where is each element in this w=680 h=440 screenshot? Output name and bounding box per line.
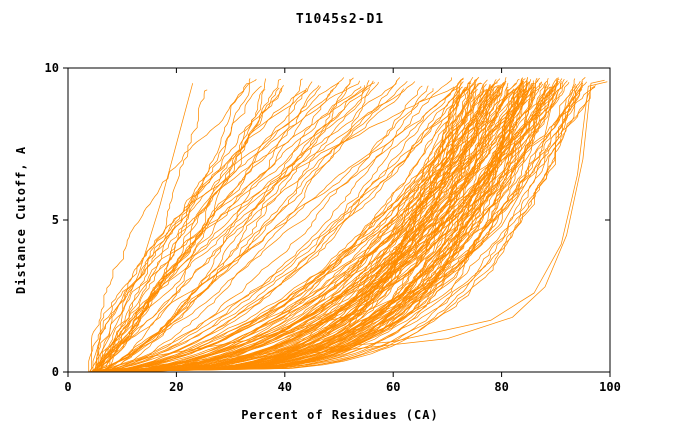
model-curve xyxy=(90,77,538,373)
model-curve xyxy=(99,80,374,373)
model-curve xyxy=(102,88,515,373)
model-curve xyxy=(104,88,334,373)
model-curve-typical-model xyxy=(94,86,557,373)
model-curve xyxy=(88,85,429,373)
model-curve xyxy=(106,89,488,373)
x-tick-label: 40 xyxy=(278,380,292,394)
x-tick-label: 0 xyxy=(64,380,71,394)
model-curve xyxy=(101,85,458,373)
model-curve xyxy=(91,86,592,373)
model-curve xyxy=(89,77,507,373)
y-tick-label: 5 xyxy=(52,213,59,227)
model-curve xyxy=(101,77,452,373)
model-curve xyxy=(102,88,434,373)
model-curve xyxy=(103,81,505,373)
model-curve xyxy=(105,84,501,373)
model-curve xyxy=(91,88,488,373)
model-curve xyxy=(102,77,354,373)
model-curve xyxy=(88,81,581,373)
x-tick-label: 20 xyxy=(169,380,183,394)
model-curve xyxy=(93,85,578,373)
model-curve xyxy=(102,76,480,373)
model-curve xyxy=(92,82,472,373)
model-curve xyxy=(104,81,471,373)
x-tick-label: 80 xyxy=(494,380,508,394)
model-curve-second-best xyxy=(95,81,608,373)
model-curve xyxy=(88,86,471,373)
model-curve xyxy=(100,81,416,372)
model-curve xyxy=(90,88,467,373)
model-curve xyxy=(90,85,365,373)
model-curve xyxy=(103,77,401,373)
y-tick-label: 10 xyxy=(45,61,59,75)
model-curve xyxy=(98,77,540,373)
model-curve xyxy=(95,85,423,373)
model-curve xyxy=(102,82,562,373)
model-curve-worst-model xyxy=(89,83,194,373)
model-curve xyxy=(91,84,462,373)
x-tick-label: 100 xyxy=(599,380,621,394)
model-curve xyxy=(101,81,587,373)
model-curve xyxy=(102,78,464,373)
model-curve xyxy=(89,85,498,373)
model-curve xyxy=(93,86,463,373)
model-curve xyxy=(96,83,250,373)
y-tick-label: 0 xyxy=(52,365,59,379)
model-curve xyxy=(92,83,477,373)
model-curve xyxy=(87,81,542,373)
model-curve xyxy=(95,82,535,373)
model-curve xyxy=(94,81,408,373)
model-curve xyxy=(97,87,280,373)
model-curves xyxy=(87,76,608,373)
model-curve xyxy=(100,85,320,372)
model-curve xyxy=(98,80,397,372)
model-curve xyxy=(87,83,546,373)
model-curve xyxy=(93,89,208,373)
x-axis-label: Percent of Residues (CA) xyxy=(241,408,439,422)
model-curve xyxy=(102,78,303,373)
model-curve xyxy=(100,89,460,373)
model-curve xyxy=(89,81,558,373)
x-tick-label: 60 xyxy=(386,380,400,394)
model-curve xyxy=(104,88,371,373)
model-curve xyxy=(100,86,458,373)
model-curve xyxy=(95,80,559,373)
model-curve xyxy=(96,80,507,373)
model-curve xyxy=(100,82,525,373)
model-curve xyxy=(98,77,523,373)
model-curve xyxy=(96,84,533,373)
model-curve xyxy=(101,88,532,373)
model-curve xyxy=(91,86,468,373)
model-curve-best-model xyxy=(92,79,605,373)
model-curve xyxy=(93,82,375,373)
model-curve xyxy=(100,85,262,373)
model-curve xyxy=(105,81,471,373)
model-curve xyxy=(98,86,455,373)
model-curve xyxy=(96,90,525,373)
model-curve xyxy=(92,78,266,373)
chart-title: T1045s2-D1 xyxy=(295,12,385,27)
model-curve xyxy=(88,78,257,373)
model-curve xyxy=(101,80,548,373)
model-curve xyxy=(104,81,507,373)
model-curve xyxy=(102,83,483,373)
model-curve xyxy=(97,83,494,373)
model-curve xyxy=(92,90,514,373)
model-curve xyxy=(89,79,351,373)
model-curve xyxy=(93,80,568,373)
model-curve xyxy=(96,85,321,373)
model-curve xyxy=(88,80,583,373)
model-curve xyxy=(90,76,474,373)
model-curve xyxy=(93,86,476,373)
model-curve xyxy=(98,89,583,373)
model-curve xyxy=(105,78,282,373)
model-curve xyxy=(95,79,462,373)
model-curve xyxy=(91,78,520,373)
model-curve xyxy=(105,81,313,372)
